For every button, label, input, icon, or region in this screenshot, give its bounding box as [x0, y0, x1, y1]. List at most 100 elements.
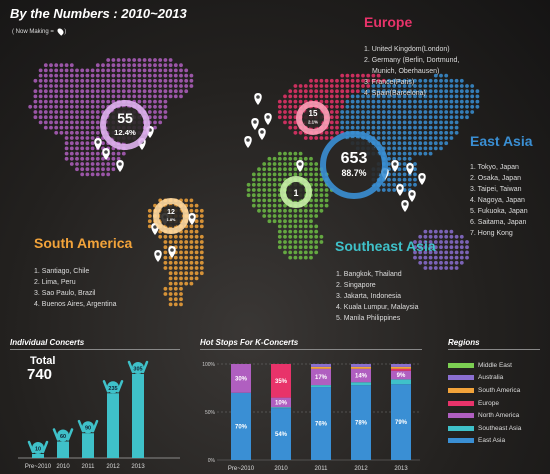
map-dot — [303, 84, 308, 88]
map-dot — [465, 255, 469, 260]
map-dot — [277, 245, 282, 250]
map-dot — [272, 219, 277, 224]
map-dot — [153, 84, 157, 88]
map-dot — [199, 219, 204, 224]
map-dot — [189, 78, 194, 83]
map-dot — [49, 63, 53, 68]
map-dot — [179, 68, 183, 73]
map-dot — [418, 234, 423, 239]
map-dot — [350, 84, 355, 88]
map-dot — [444, 89, 449, 94]
map-dot — [381, 130, 386, 135]
map-dot — [194, 234, 199, 239]
map-dot — [366, 73, 371, 78]
map-dot — [272, 188, 277, 192]
map-dot — [262, 203, 267, 208]
map-dot — [465, 99, 469, 104]
map-dot — [173, 292, 178, 296]
map-dot — [158, 120, 163, 125]
map-dot — [387, 78, 391, 83]
map-dot — [272, 177, 277, 182]
map-dot — [277, 156, 282, 161]
map-dot — [95, 94, 100, 99]
map-dot — [43, 125, 48, 130]
legend-swatch — [448, 362, 474, 368]
map-dot — [189, 234, 194, 239]
map-dot — [309, 229, 313, 234]
map-dot — [288, 151, 293, 156]
map-dot — [298, 172, 303, 177]
map-dot — [59, 130, 64, 135]
map-dot — [418, 136, 423, 140]
map-dot — [444, 266, 449, 270]
fan-figure: 60 — [52, 428, 74, 442]
map-dot — [335, 84, 339, 88]
map-dot — [418, 125, 423, 130]
map-dot — [64, 78, 69, 83]
map-dot — [64, 125, 69, 130]
map-dot — [283, 104, 287, 109]
map-dot — [366, 110, 371, 114]
map-dot — [283, 162, 287, 166]
map-dot — [194, 229, 199, 234]
list-item: 1. Bangkok, Thailand — [336, 271, 402, 278]
map-dot — [376, 89, 381, 94]
map-dot — [49, 110, 53, 114]
map-dot — [329, 115, 334, 120]
map-dot — [381, 125, 386, 130]
map-dot — [111, 167, 116, 172]
map-dot — [428, 110, 433, 114]
map-dot — [459, 110, 464, 114]
data-label: 90 — [85, 426, 91, 432]
map-dot — [262, 208, 267, 213]
map-dot — [64, 141, 69, 146]
map-dot — [454, 240, 459, 244]
map-dot — [340, 110, 345, 114]
bar — [57, 441, 69, 458]
map-dot — [314, 229, 319, 234]
map-dot — [465, 89, 469, 94]
map-dot — [251, 193, 256, 198]
map-dot — [376, 136, 381, 140]
map-dot — [173, 286, 178, 291]
map-dot — [371, 110, 376, 114]
map-dot — [272, 182, 277, 187]
list-item: 2. Singapore — [336, 282, 376, 289]
map-dot — [194, 276, 199, 281]
map-dot — [184, 89, 189, 94]
map-dot — [189, 203, 194, 208]
map-dot — [116, 73, 121, 78]
map-dot — [309, 219, 313, 224]
map-dot — [147, 219, 152, 224]
map-dot — [428, 84, 433, 88]
map-dot — [413, 240, 417, 244]
map-dot — [402, 172, 407, 177]
map-dot — [449, 255, 454, 260]
list-item: 4. Nagoya, Japan — [470, 197, 525, 204]
map-dot — [43, 89, 48, 94]
map-dot — [324, 136, 329, 140]
badge-count: 12 — [167, 209, 175, 216]
map-dot — [439, 115, 443, 120]
map-dot — [288, 229, 293, 234]
map-dot — [106, 162, 111, 166]
map-dot — [454, 125, 459, 130]
map-dot — [80, 130, 85, 135]
map-dot — [179, 73, 183, 78]
map-dot — [288, 125, 293, 130]
map-dot — [459, 245, 464, 250]
map-dot — [283, 151, 287, 156]
map-dot — [319, 94, 324, 99]
map-dot — [288, 250, 293, 255]
map-dot — [454, 99, 459, 104]
map-dot — [75, 104, 79, 109]
map-dot — [49, 120, 53, 125]
map-dot — [283, 115, 287, 120]
map-dot — [397, 156, 402, 161]
map-dot — [277, 151, 282, 156]
map-dot — [101, 156, 105, 161]
map-dot — [69, 151, 74, 156]
map-dot — [319, 78, 324, 83]
map-dot — [314, 224, 319, 229]
map-dot — [439, 120, 443, 125]
